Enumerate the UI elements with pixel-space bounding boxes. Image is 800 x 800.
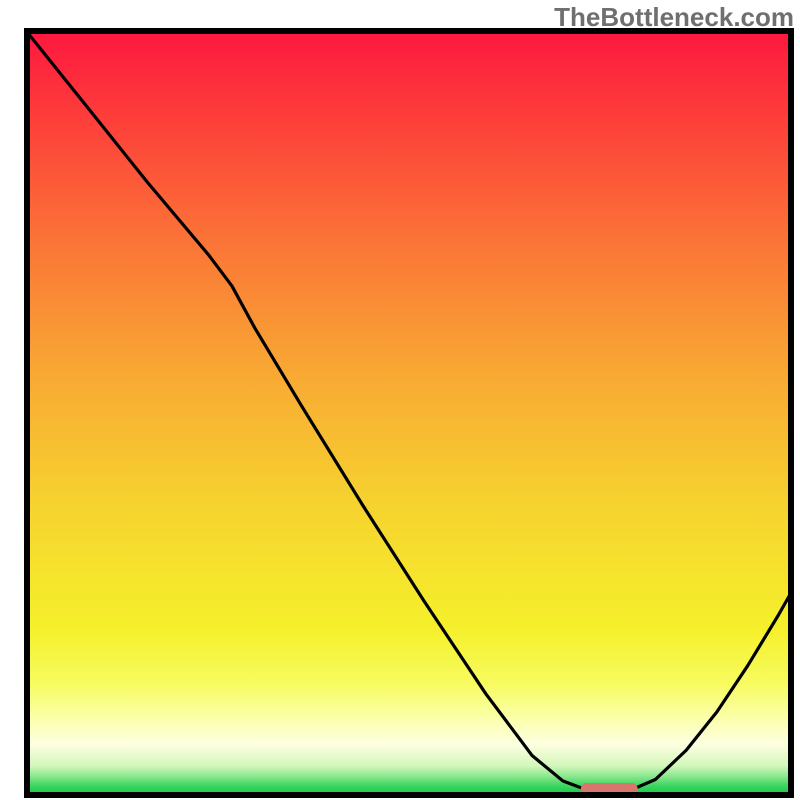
chart-container: TheBottleneck.com — [0, 0, 800, 800]
watermark-text: TheBottleneck.com — [554, 2, 794, 33]
plot-border — [24, 28, 794, 798]
plot-area — [24, 28, 794, 798]
